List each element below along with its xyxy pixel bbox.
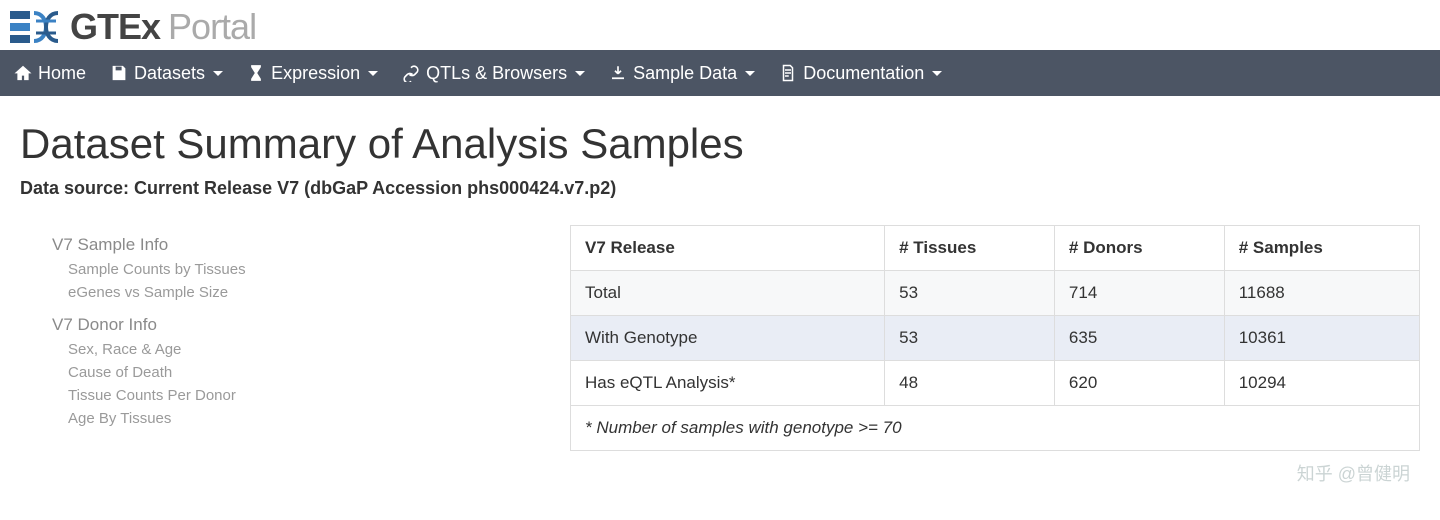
table-header-row: V7 Release # Tissues # Donors # Samples bbox=[571, 226, 1420, 271]
cell: 11688 bbox=[1224, 271, 1419, 316]
nav-qtls-label: QTLs & Browsers bbox=[426, 63, 567, 84]
nav-sample-data[interactable]: Sample Data bbox=[609, 63, 755, 84]
watermark: 知乎 @曾健明 bbox=[1297, 460, 1410, 486]
link-icon bbox=[402, 64, 420, 82]
col-donors: # Donors bbox=[1054, 226, 1224, 271]
cell: With Genotype bbox=[571, 316, 885, 361]
cell: 620 bbox=[1054, 361, 1224, 406]
sidebar: V7 Sample Info Sample Counts by Tissues … bbox=[20, 225, 270, 433]
cell: Has eQTL Analysis* bbox=[571, 361, 885, 406]
download-icon bbox=[609, 64, 627, 82]
sidebar-item-egenes[interactable]: eGenes vs Sample Size bbox=[52, 284, 270, 301]
nav-datasets-label: Datasets bbox=[134, 63, 205, 84]
cell: 10361 bbox=[1224, 316, 1419, 361]
chevron-down-icon bbox=[575, 71, 585, 76]
save-icon bbox=[110, 64, 128, 82]
table-row: With Genotype 53 635 10361 bbox=[571, 316, 1420, 361]
nav-qtls[interactable]: QTLs & Browsers bbox=[402, 63, 585, 84]
table-footnote: * Number of samples with genotype >= 70 bbox=[571, 406, 1420, 451]
cell: 714 bbox=[1054, 271, 1224, 316]
chevron-down-icon bbox=[932, 71, 942, 76]
cell: 10294 bbox=[1224, 361, 1419, 406]
sidebar-item-age-by-tissues[interactable]: Age By Tissues bbox=[52, 410, 270, 427]
cell: 48 bbox=[885, 361, 1055, 406]
page-title: Dataset Summary of Analysis Samples bbox=[20, 120, 1420, 168]
main-navbar: Home Datasets Expression QTLs & Browsers… bbox=[0, 50, 1440, 96]
logo-text-gtex[interactable]: GTEx bbox=[70, 6, 160, 48]
chevron-down-icon bbox=[745, 71, 755, 76]
nav-expression-label: Expression bbox=[271, 63, 360, 84]
sidebar-section-donor-info[interactable]: V7 Donor Info bbox=[52, 315, 270, 335]
cell: Total bbox=[571, 271, 885, 316]
col-release: V7 Release bbox=[571, 226, 885, 271]
table-row: Total 53 714 11688 bbox=[571, 271, 1420, 316]
chevron-down-icon bbox=[213, 71, 223, 76]
sidebar-item-sample-counts[interactable]: Sample Counts by Tissues bbox=[52, 261, 270, 278]
nav-sample-data-label: Sample Data bbox=[633, 63, 737, 84]
summary-table: V7 Release # Tissues # Donors # Samples … bbox=[570, 225, 1420, 451]
nav-expression[interactable]: Expression bbox=[247, 63, 378, 84]
nav-datasets[interactable]: Datasets bbox=[110, 63, 223, 84]
table-row: Has eQTL Analysis* 48 620 10294 bbox=[571, 361, 1420, 406]
document-icon bbox=[779, 64, 797, 82]
nav-documentation[interactable]: Documentation bbox=[779, 63, 942, 84]
main-content: Dataset Summary of Analysis Samples Data… bbox=[0, 96, 1440, 461]
cell: 635 bbox=[1054, 316, 1224, 361]
nav-documentation-label: Documentation bbox=[803, 63, 924, 84]
sidebar-item-tissue-counts[interactable]: Tissue Counts Per Donor bbox=[52, 387, 270, 404]
chevron-down-icon bbox=[368, 71, 378, 76]
logo-text-portal[interactable]: Portal bbox=[168, 6, 256, 48]
nav-home-label: Home bbox=[38, 63, 86, 84]
nav-home[interactable]: Home bbox=[14, 63, 86, 84]
cell: 53 bbox=[885, 316, 1055, 361]
gtex-logo-icon bbox=[10, 9, 62, 45]
col-samples: # Samples bbox=[1224, 226, 1419, 271]
sidebar-item-sex-race-age[interactable]: Sex, Race & Age bbox=[52, 341, 270, 358]
hourglass-icon bbox=[247, 64, 265, 82]
logo-row: GTEx Portal bbox=[0, 0, 1440, 50]
summary-table-wrap: V7 Release # Tissues # Donors # Samples … bbox=[570, 225, 1420, 451]
cell: 53 bbox=[885, 271, 1055, 316]
col-tissues: # Tissues bbox=[885, 226, 1055, 271]
home-icon bbox=[14, 64, 32, 82]
sidebar-item-cause-of-death[interactable]: Cause of Death bbox=[52, 364, 270, 381]
table-footnote-row: * Number of samples with genotype >= 70 bbox=[571, 406, 1420, 451]
page-subtitle: Data source: Current Release V7 (dbGaP A… bbox=[20, 178, 1420, 199]
sidebar-section-sample-info[interactable]: V7 Sample Info bbox=[52, 235, 270, 255]
